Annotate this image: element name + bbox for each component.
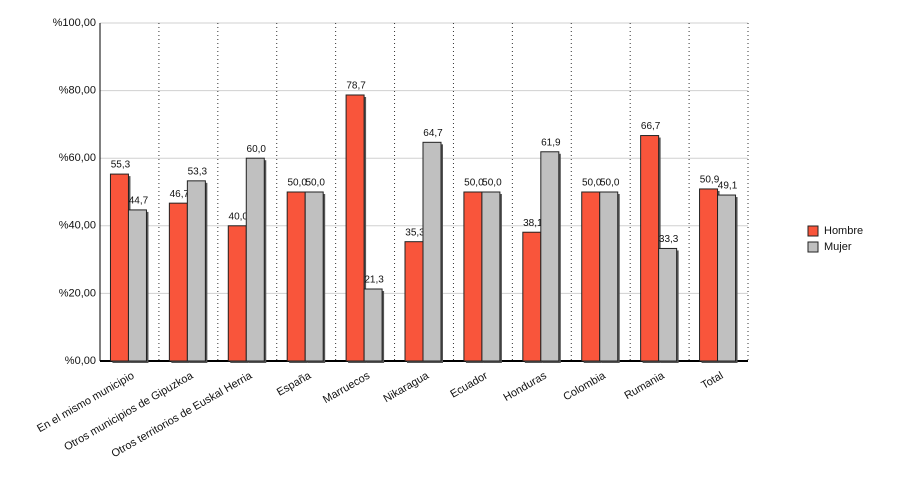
bar: [481, 191, 501, 362]
value-label: 46,7: [170, 189, 190, 200]
x-tick-label: En el mismo municipio: [35, 370, 136, 435]
x-tick-label: Total: [699, 370, 725, 392]
x-tick-label: Ecuador: [448, 370, 490, 401]
bar: [186, 180, 206, 362]
bar: [127, 209, 147, 362]
value-label: 50,0: [287, 178, 307, 189]
x-tick-label: España: [275, 369, 314, 398]
x-tick-label: Colombia: [561, 369, 608, 403]
value-label: 78,7: [346, 81, 366, 92]
value-label: 33,3: [659, 234, 679, 245]
x-tick-label: Marruecos: [321, 369, 372, 406]
bar: [540, 151, 560, 362]
bar: [640, 135, 660, 362]
value-label: 64,7: [423, 128, 443, 139]
bar: [522, 231, 542, 362]
value-label: 35,3: [405, 227, 425, 238]
value-label: 66,7: [641, 121, 661, 132]
value-label: 44,7: [129, 196, 149, 207]
x-tick-label: Honduras: [501, 369, 549, 403]
value-label: 49,1: [718, 181, 738, 192]
bar: [245, 157, 265, 362]
bar: [109, 173, 129, 362]
value-label: 61,9: [541, 137, 561, 148]
bar: [581, 191, 601, 362]
value-label: 40,0: [229, 211, 249, 222]
value-label: 50,0: [482, 178, 502, 189]
y-tick-label: %20,00: [59, 287, 96, 299]
legend-label: Hombre: [824, 225, 863, 237]
value-label: 50,0: [600, 178, 620, 189]
bar: [422, 141, 442, 362]
value-label: 50,0: [582, 178, 602, 189]
value-label: 50,0: [464, 178, 484, 189]
y-tick-label: %60,00: [59, 152, 96, 164]
y-tick-label: %40,00: [59, 220, 96, 232]
bar: [404, 241, 424, 362]
bar: [227, 225, 247, 362]
bar: [286, 191, 306, 362]
bar: [345, 94, 365, 362]
value-label: 55,3: [111, 160, 131, 171]
legend-swatch: [807, 225, 819, 237]
x-tick-label: Nikaragua: [382, 369, 432, 405]
bar: [599, 191, 619, 362]
bar: [658, 247, 678, 362]
value-label: 50,0: [305, 178, 325, 189]
bar: [699, 188, 719, 362]
y-tick-label: %80,00: [59, 85, 96, 97]
bar: [363, 288, 383, 362]
x-tick-label: Rumania: [622, 369, 667, 402]
bar: [168, 202, 188, 362]
value-label: 60,0: [247, 144, 267, 155]
value-label: 50,9: [700, 175, 720, 186]
value-label: 21,3: [364, 275, 384, 286]
value-label: 38,1: [523, 218, 543, 229]
y-tick-label: %0,00: [65, 355, 96, 367]
y-tick-label: %100,00: [53, 17, 96, 29]
value-label: 53,3: [188, 166, 208, 177]
legend-label: Mujer: [824, 241, 852, 253]
bar: [717, 194, 737, 362]
bar: [463, 191, 483, 362]
bar: [304, 191, 324, 362]
legend-swatch: [807, 241, 819, 253]
